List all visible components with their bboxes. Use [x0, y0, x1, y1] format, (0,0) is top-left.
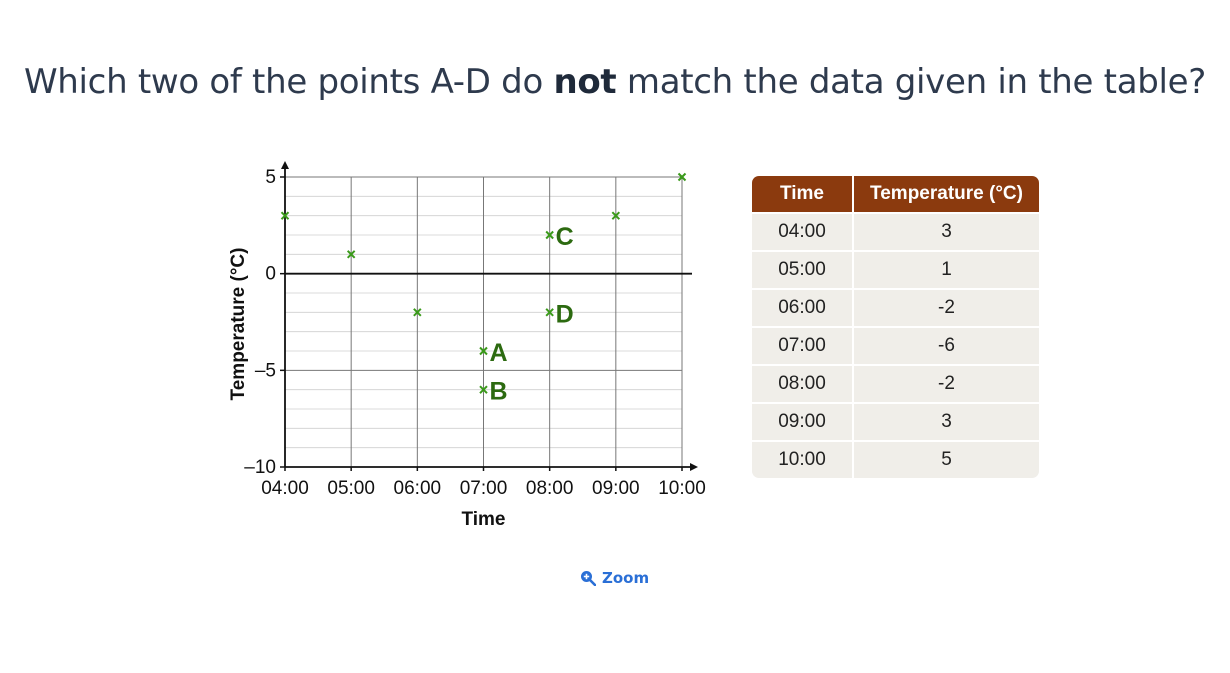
x-tick-label: 05:00	[327, 478, 375, 499]
table-row: 09:00 3	[752, 404, 1039, 442]
table-cell-time: 05:00	[752, 252, 854, 290]
question-text: Which two of the points A-D do not match…	[0, 62, 1230, 102]
table-cell-temperature: 3	[854, 214, 1039, 252]
zoom-button[interactable]: Zoom	[580, 569, 649, 587]
x-tick-label: 07:00	[460, 478, 508, 499]
table-cell-time: 09:00	[752, 404, 854, 442]
table-cell-time: 10:00	[752, 442, 854, 478]
table-row: 04:00 3	[752, 214, 1039, 252]
temperature-table: Time Temperature (°C) 04:00 3 05:00 1 06:0…	[752, 176, 1039, 478]
question-part-1: Which two of the points A-D do	[23, 62, 554, 102]
zoom-in-icon	[581, 571, 596, 586]
point-marker-stroke	[545, 230, 554, 240]
table-cell-temperature: -2	[854, 290, 1039, 328]
table-row: 06:00 -2	[752, 290, 1039, 328]
point-marker-stroke	[611, 211, 621, 220]
x-axis-label: Time	[461, 509, 505, 530]
data-point	[346, 250, 356, 259]
chart-grid	[285, 176, 683, 468]
data-point-c: C	[545, 223, 574, 251]
point-marker-stroke	[479, 385, 488, 394]
point-marker-stroke	[677, 172, 687, 182]
point-label: B	[490, 378, 508, 406]
y-tick-label: –5	[255, 360, 276, 381]
data-point	[280, 211, 290, 220]
point-label: A	[490, 339, 508, 367]
data-point-b: B	[479, 378, 508, 406]
table-row: 08:00 -2	[752, 366, 1039, 404]
data-point	[413, 308, 422, 317]
point-label: D	[556, 300, 574, 328]
table-cell-time: 08:00	[752, 366, 854, 404]
table-cell-temperature: -2	[854, 366, 1039, 404]
point-label: C	[556, 223, 574, 251]
table-cell-time: 07:00	[752, 328, 854, 366]
table-row: 07:00 -6	[752, 328, 1039, 366]
data-point-a: A	[479, 339, 508, 367]
point-marker-stroke	[545, 308, 554, 317]
point-marker-stroke	[346, 250, 356, 259]
data-point	[677, 172, 687, 182]
y-tick-label: –10	[244, 457, 276, 478]
table-cell-temperature: 1	[854, 252, 1039, 290]
table-cell-time: 04:00	[752, 214, 854, 252]
table-header-time: Time	[752, 176, 854, 214]
point-marker-stroke	[479, 346, 488, 356]
x-tick-label: 08:00	[526, 478, 574, 499]
table-row: 05:00 1	[752, 252, 1039, 290]
zoom-label: Zoom	[602, 569, 650, 587]
table-cell-temperature: 5	[854, 442, 1039, 478]
data-point	[611, 211, 621, 220]
y-tick-label: 5	[265, 167, 276, 188]
table-row: 10:00 5	[752, 442, 1039, 478]
table-header-row: Time Temperature (°C)	[752, 176, 1039, 214]
y-axis-arrow	[281, 161, 289, 169]
table-header-temperature: Temperature (°C)	[854, 176, 1039, 214]
y-axis-label: Temperature (°C)	[228, 248, 249, 401]
question-emphasis: not	[553, 62, 617, 102]
table-cell-time: 06:00	[752, 290, 854, 328]
x-tick-label: 04:00	[261, 478, 309, 499]
x-tick-label: 10:00	[658, 478, 706, 499]
point-marker-stroke	[280, 211, 290, 220]
x-axis-arrow	[690, 463, 698, 471]
point-marker-stroke	[413, 308, 422, 317]
table-cell-temperature: -6	[854, 328, 1039, 366]
table-cell-temperature: 3	[854, 404, 1039, 442]
y-tick-label: 0	[265, 264, 276, 285]
data-point-d: D	[545, 300, 574, 328]
x-tick-label: 06:00	[394, 478, 442, 499]
x-tick-label: 09:00	[592, 478, 640, 499]
question-part-2: match the data given in the table?	[616, 62, 1207, 102]
